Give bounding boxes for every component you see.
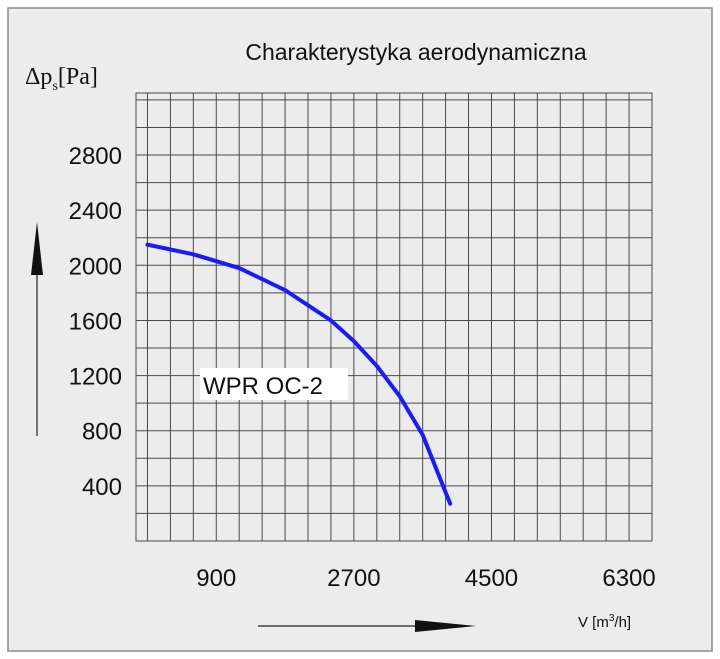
x-tick-label: 4500	[465, 565, 518, 592]
y-tick-label: 2000	[69, 253, 122, 280]
y-axis-label: Δps[Pa]	[25, 64, 98, 94]
x-arrow	[258, 620, 476, 632]
x-label-main: V [m	[578, 614, 609, 631]
series-label-bg	[200, 368, 348, 400]
y-tick-label: 2400	[69, 198, 122, 225]
x-axis-label: V [m3/h]	[578, 613, 631, 631]
series-label: WPR OC-2	[203, 373, 323, 400]
y-tick-label: 1600	[69, 308, 122, 335]
frame	[7, 7, 713, 652]
x-arrow-head	[415, 620, 476, 632]
chart-title: Charakterystyka aerodynamiczna	[245, 39, 587, 65]
y-tick-label: 2800	[69, 143, 122, 170]
y-label-sub: s	[52, 79, 57, 94]
y-tick-label: 400	[82, 474, 122, 501]
y-tick-label: 800	[82, 419, 122, 446]
y-arrow	[31, 222, 43, 436]
x-label-unit: /h]	[614, 614, 631, 631]
y-label-unit: [Pa]	[58, 64, 98, 90]
x-label-sup: 3	[609, 613, 615, 624]
plot-border	[135, 92, 653, 542]
y-label-main: Δp	[25, 64, 52, 90]
y-tick-label: 1200	[69, 364, 122, 391]
plot: WPR OC-2	[145, 242, 453, 506]
grid: 400 800 1200 1600 2000 2400 2800 900 2700 4500 630…	[69, 92, 656, 592]
x-tick-label: 2700	[327, 565, 380, 592]
x-tick-label: 900	[196, 565, 236, 592]
series-line	[145, 242, 453, 506]
y-arrow-head	[31, 222, 43, 275]
x-tick-label: 6300	[602, 565, 655, 592]
